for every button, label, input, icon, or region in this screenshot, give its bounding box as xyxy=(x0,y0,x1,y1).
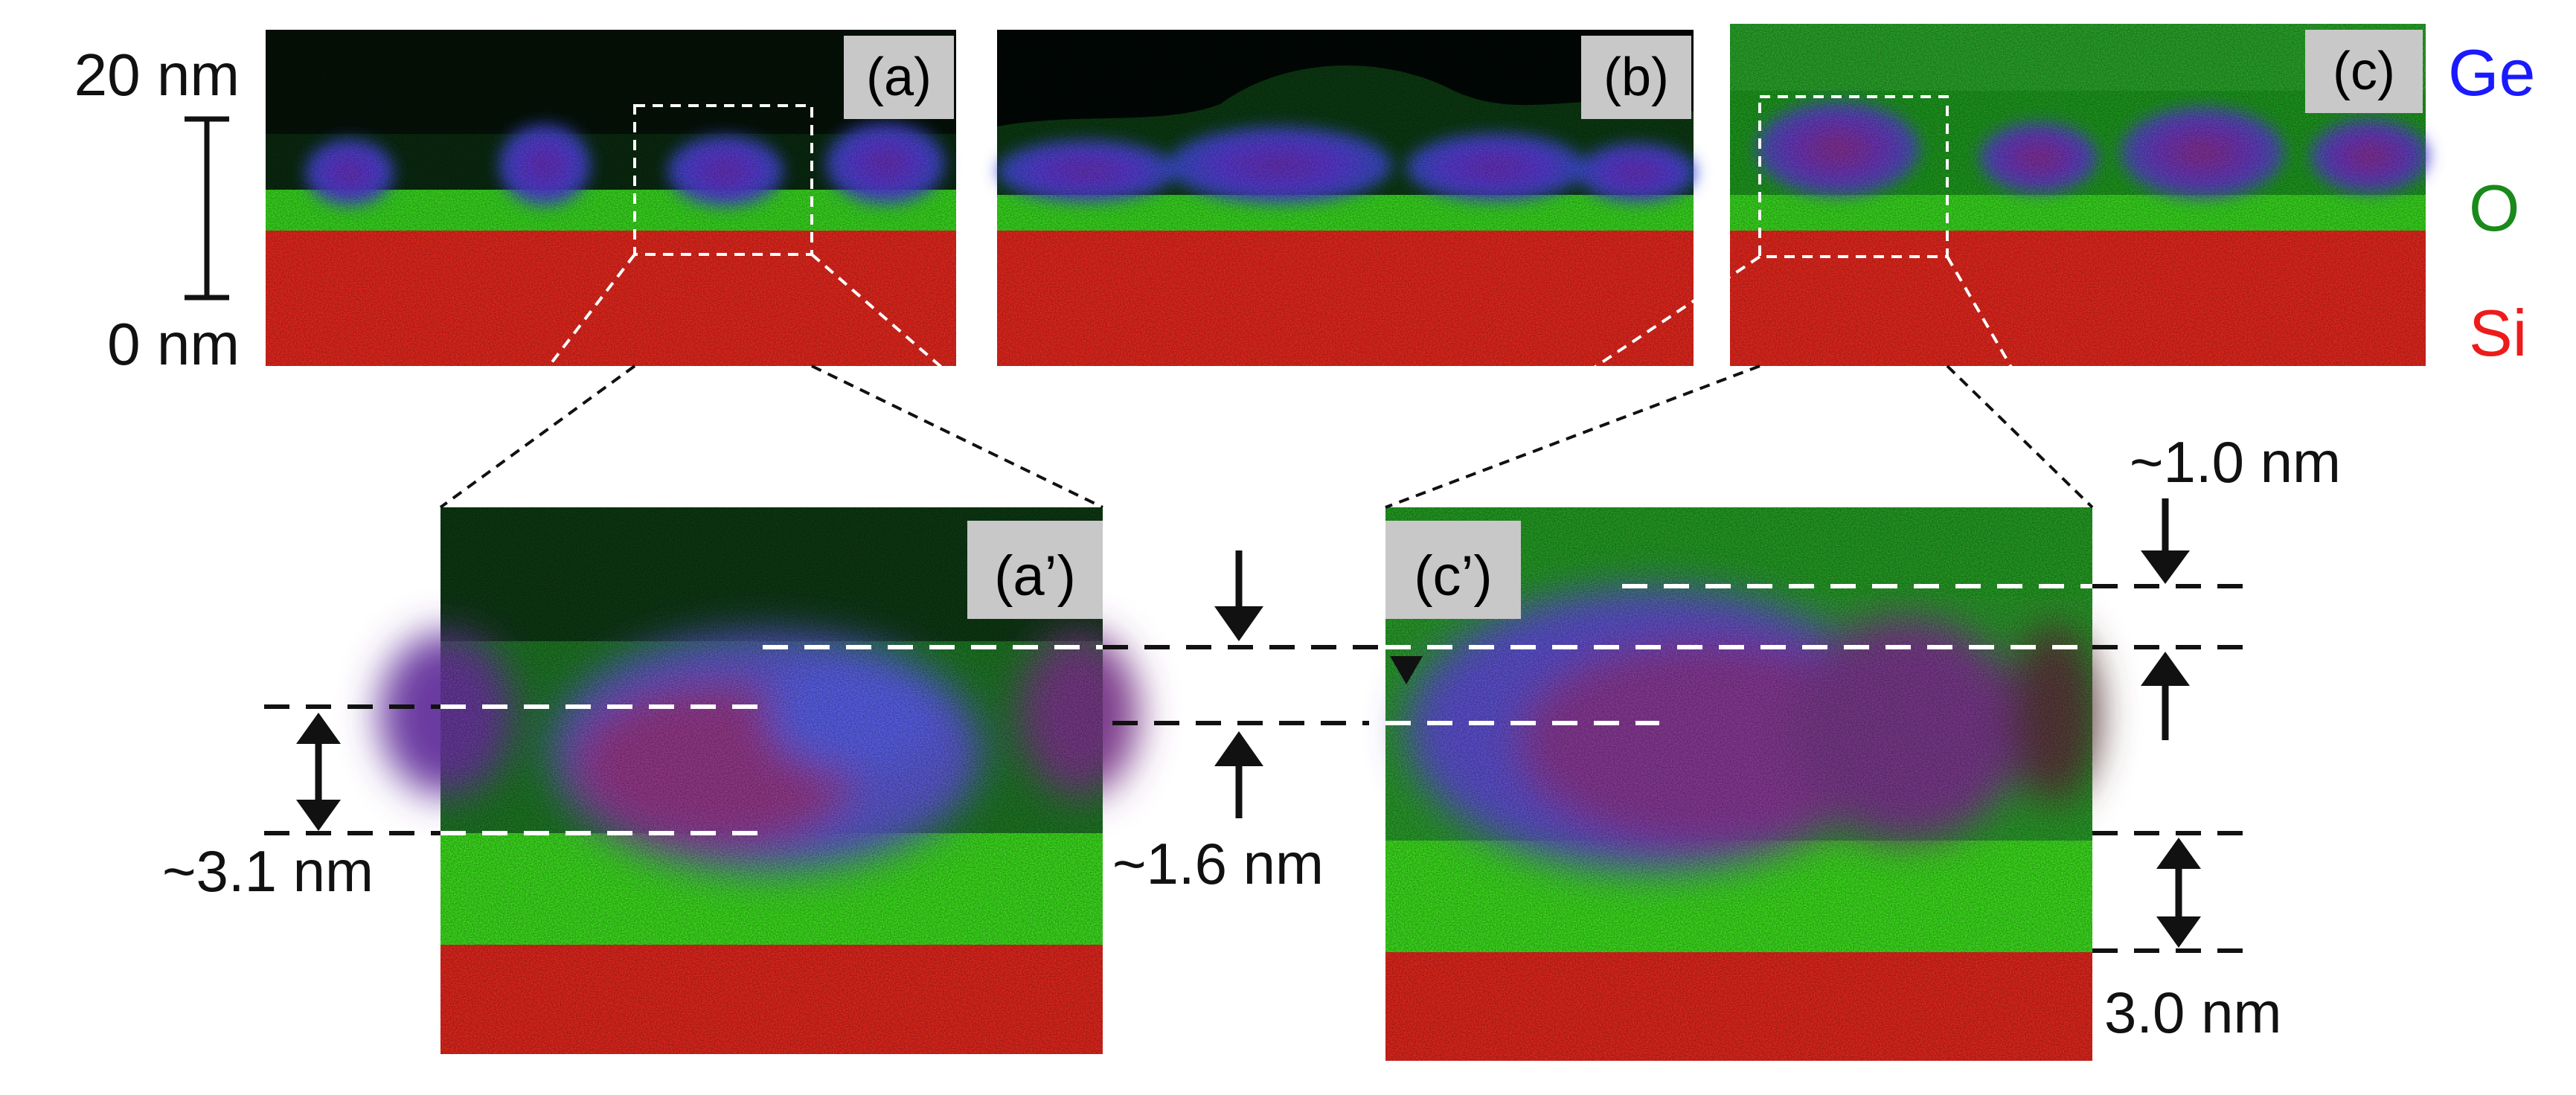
panel-b xyxy=(997,30,1696,366)
legend-si: Si xyxy=(2469,296,2527,370)
legend-ge: Ge xyxy=(2448,36,2535,109)
element-legend: Ge O Si xyxy=(2448,36,2535,370)
panel-a-zoom xyxy=(379,507,1138,1054)
tag-c: (c) xyxy=(2333,42,2395,101)
panel-tags: (a) (b) (c) (a’) (c’) xyxy=(844,30,2423,619)
measure-c: ~1.0 nm 3.0 nm xyxy=(1385,429,2341,1045)
tag-a-zoom: (a’) xyxy=(994,545,1076,608)
scale-bar: 20 nm 0 nm xyxy=(74,42,240,377)
zoom-box-c xyxy=(1758,95,1949,258)
connector-c-right xyxy=(1946,255,2094,509)
panel-a xyxy=(266,30,956,366)
panel-c-zoom xyxy=(1385,507,2098,1061)
label-a-oxide-gap: ~1.6 nm xyxy=(1112,831,1324,896)
zoom-guides xyxy=(439,95,2094,509)
connector-c-left xyxy=(1384,255,1761,509)
legend-o: O xyxy=(2469,171,2519,245)
tag-c-zoom: (c’) xyxy=(1414,545,1493,608)
label-c-top-gap: ~1.0 nm xyxy=(2130,429,2341,495)
zoom-box-a xyxy=(633,104,813,256)
label-a-dot-height: ~3.1 nm xyxy=(162,838,374,904)
tag-b: (b) xyxy=(1603,48,1669,107)
scale-bottom-label: 0 nm xyxy=(107,311,240,377)
measure-a: ~3.1 nm ~1.6 nm xyxy=(162,550,1384,904)
label-c-oxide-thickness: 3.0 nm xyxy=(2104,980,2281,1045)
tag-a: (a) xyxy=(866,48,932,107)
scale-top-label: 20 nm xyxy=(74,42,240,108)
